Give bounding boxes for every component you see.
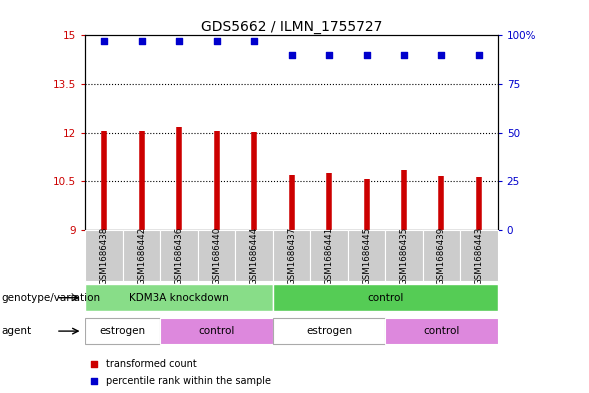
Bar — [236, 230, 273, 281]
Text: GSM1686438: GSM1686438 — [100, 226, 108, 285]
Bar — [273, 285, 498, 311]
Text: GSM1686441: GSM1686441 — [325, 226, 333, 285]
Point — [325, 51, 334, 58]
Text: GSM1686443: GSM1686443 — [475, 226, 484, 285]
Text: agent: agent — [1, 326, 31, 336]
Bar — [385, 318, 498, 344]
Text: transformed count: transformed count — [106, 358, 197, 369]
Title: GDS5662 / ILMN_1755727: GDS5662 / ILMN_1755727 — [201, 20, 382, 34]
Point — [437, 51, 446, 58]
Bar — [385, 230, 423, 281]
Bar — [460, 230, 498, 281]
Text: GSM1686439: GSM1686439 — [437, 226, 446, 285]
Text: estrogen: estrogen — [100, 326, 146, 336]
Text: control: control — [423, 326, 459, 336]
Bar — [160, 230, 198, 281]
Bar — [310, 230, 348, 281]
Bar — [85, 318, 160, 344]
Bar — [198, 230, 236, 281]
Text: GSM1686442: GSM1686442 — [137, 226, 146, 285]
Bar — [85, 285, 273, 311]
Text: genotype/variation: genotype/variation — [1, 293, 100, 303]
Point — [174, 38, 184, 44]
Bar — [85, 230, 123, 281]
Point — [137, 38, 146, 44]
Text: control: control — [367, 293, 403, 303]
Point — [100, 38, 109, 44]
Point — [89, 378, 98, 384]
Text: GSM1686436: GSM1686436 — [174, 226, 184, 285]
Bar — [273, 318, 385, 344]
Text: GSM1686444: GSM1686444 — [250, 226, 259, 285]
Bar — [160, 318, 273, 344]
Point — [249, 38, 259, 44]
Text: GSM1686440: GSM1686440 — [212, 226, 221, 285]
Text: KDM3A knockdown: KDM3A knockdown — [129, 293, 229, 303]
Text: GSM1686445: GSM1686445 — [362, 226, 371, 285]
Bar — [273, 230, 310, 281]
Point — [474, 51, 484, 58]
Bar — [123, 230, 160, 281]
Text: control: control — [198, 326, 235, 336]
Point — [89, 360, 98, 367]
Text: percentile rank within the sample: percentile rank within the sample — [106, 376, 271, 386]
Bar — [423, 230, 460, 281]
Text: GSM1686437: GSM1686437 — [287, 226, 296, 285]
Point — [212, 38, 221, 44]
Point — [287, 51, 296, 58]
Point — [399, 51, 409, 58]
Point — [362, 51, 371, 58]
Text: GSM1686435: GSM1686435 — [399, 226, 409, 285]
Text: estrogen: estrogen — [306, 326, 352, 336]
Bar — [348, 230, 385, 281]
